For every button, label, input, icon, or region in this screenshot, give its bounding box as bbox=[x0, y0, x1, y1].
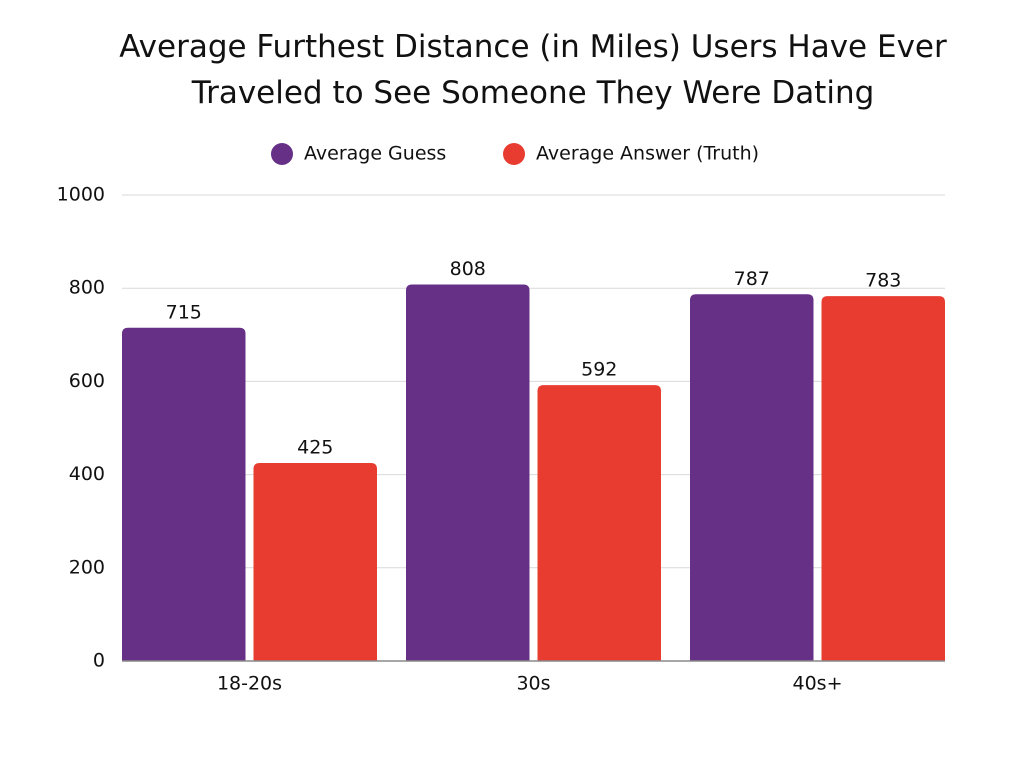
data-label: 592 bbox=[581, 359, 617, 381]
legend-swatch bbox=[503, 143, 525, 165]
data-label: 715 bbox=[166, 301, 202, 323]
x-tick-label: 40s+ bbox=[793, 673, 843, 695]
bar bbox=[690, 294, 814, 661]
bar bbox=[122, 327, 246, 661]
y-tick-label: 800 bbox=[69, 277, 105, 299]
chart-title: Average Furthest Distance (in Miles) Use… bbox=[119, 29, 947, 111]
data-label: 787 bbox=[734, 268, 770, 290]
bar bbox=[253, 462, 377, 661]
x-tick-label: 30s bbox=[516, 673, 550, 695]
y-tick-label: 0 bbox=[93, 650, 105, 672]
x-tick-label: 18-20s bbox=[217, 673, 282, 695]
bar bbox=[406, 284, 530, 661]
data-label: 808 bbox=[450, 258, 486, 280]
bar bbox=[821, 296, 945, 661]
legend-label: Average Answer (Truth) bbox=[536, 143, 759, 165]
data-label: 425 bbox=[297, 436, 333, 458]
legend-swatch bbox=[271, 143, 293, 165]
bar bbox=[537, 385, 661, 661]
legend-label: Average Guess bbox=[304, 143, 446, 165]
y-tick-label: 400 bbox=[69, 463, 105, 485]
y-tick-label: 200 bbox=[69, 556, 105, 578]
y-tick-label: 1000 bbox=[57, 184, 105, 206]
data-label: 783 bbox=[865, 270, 901, 292]
y-tick-label: 600 bbox=[69, 370, 105, 392]
